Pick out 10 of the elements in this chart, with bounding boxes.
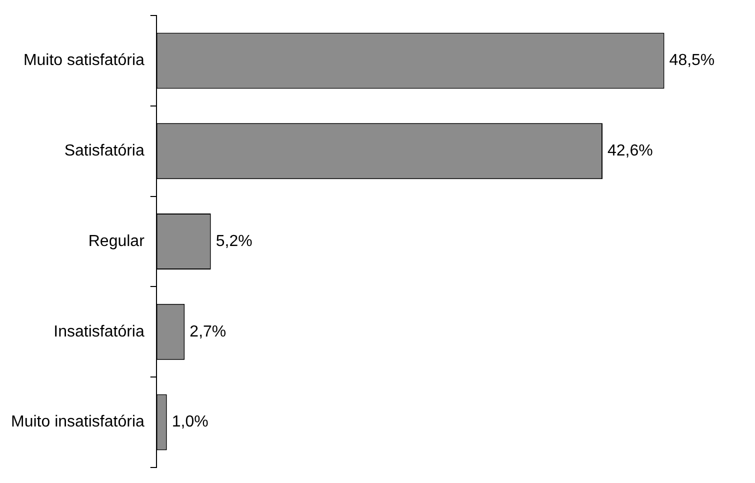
y-tick-label: Muito satisfatória: [23, 52, 144, 70]
y-tick-label: Regular: [88, 232, 146, 250]
data-label: 48,5%: [669, 52, 715, 70]
y-tick-label: Muito insatisfatória: [11, 414, 144, 431]
y-tick-label: Insatisfatória: [54, 323, 144, 340]
data-label: 5,2%: [216, 232, 252, 250]
data-label: 42,6%: [608, 142, 653, 160]
data-label: 2,7%: [190, 323, 226, 340]
y-tick-label: Satisfatória: [64, 142, 144, 160]
data-label: 1,0%: [172, 414, 208, 431]
